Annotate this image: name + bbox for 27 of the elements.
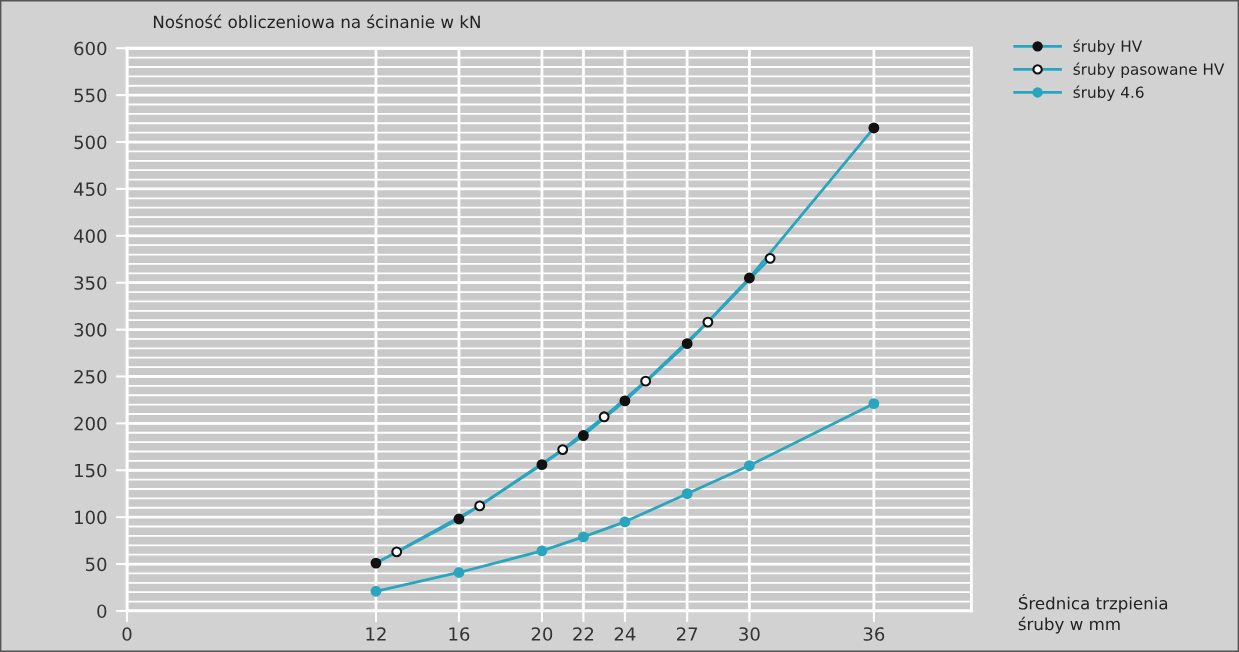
x-tick-label: 27 — [676, 627, 698, 641]
legend-label: śruby HV — [1073, 39, 1143, 55]
y-tick-label: 600 — [74, 41, 107, 56]
y-tick-label: 450 — [73, 182, 107, 197]
y-tick-label: 350 — [74, 276, 107, 290]
x-tick-label: 20 — [531, 627, 553, 641]
legend-label: śruby pasowane HV — [1073, 62, 1225, 78]
y-tick-label: 400 — [73, 229, 107, 243]
x-tick-label: 12 — [366, 627, 386, 641]
x-tick-label: 24 — [614, 627, 636, 641]
x-tick-label: 0 — [122, 627, 132, 641]
y-tick-label: 300 — [74, 323, 107, 337]
y-tick-label: 500 — [74, 135, 107, 150]
y-tick-label: 100 — [75, 510, 107, 525]
x-tick-label: 22 — [573, 627, 594, 641]
x-axis-title: Średnica trzpienia śruby w mm — [1018, 593, 1168, 634]
y-tick-label: 550 — [74, 88, 107, 103]
y-axis-title: Nośność obliczeniowa na ścinanie w kN — [153, 14, 480, 29]
legend-label: śruby 4.6 — [1073, 85, 1144, 101]
y-tick-label: 0 — [97, 604, 107, 619]
x-tick-label: 30 — [739, 627, 760, 641]
y-tick-label: 200 — [74, 416, 107, 431]
x-tick-label: 36 — [863, 627, 885, 641]
y-tick-label: 250 — [74, 369, 107, 384]
y-tick-label: 150 — [75, 463, 107, 478]
y-tick-label: 50 — [85, 557, 107, 572]
x-tick-label: 16 — [449, 627, 470, 641]
